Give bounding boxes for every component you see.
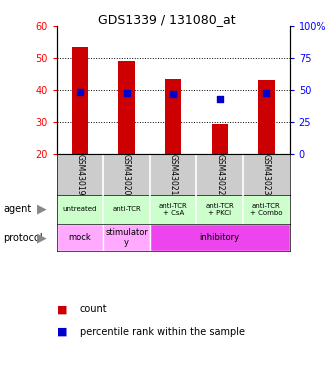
- Bar: [258, 80, 274, 154]
- Text: GSM43022: GSM43022: [215, 154, 224, 195]
- Text: anti-TCR
+ Combo: anti-TCR + Combo: [250, 202, 283, 216]
- Bar: [150, 224, 290, 251]
- Text: GSM43020: GSM43020: [122, 154, 131, 195]
- Bar: [165, 80, 181, 154]
- Bar: [212, 124, 228, 154]
- Text: anti-TCR
+ PKCi: anti-TCR + PKCi: [205, 202, 234, 216]
- Point: [124, 90, 129, 96]
- Text: stimulator
y: stimulator y: [105, 228, 148, 247]
- Text: mock: mock: [69, 233, 91, 242]
- Point: [264, 90, 269, 96]
- Text: ■: ■: [57, 327, 67, 337]
- Text: inhibitory: inhibitory: [200, 233, 240, 242]
- Text: untreated: untreated: [63, 206, 97, 212]
- Bar: [57, 224, 103, 251]
- Text: GSM43023: GSM43023: [262, 154, 271, 195]
- Text: protocol: protocol: [3, 232, 43, 243]
- Text: ▶: ▶: [37, 202, 46, 216]
- Bar: [103, 224, 150, 251]
- Text: GSM43019: GSM43019: [75, 154, 85, 195]
- Point: [217, 96, 222, 102]
- Text: anti-TCR
+ CsA: anti-TCR + CsA: [159, 202, 187, 216]
- Text: anti-TCR: anti-TCR: [112, 206, 141, 212]
- Text: ■: ■: [57, 304, 67, 314]
- Text: count: count: [80, 304, 108, 314]
- Bar: [72, 47, 88, 154]
- Text: ▶: ▶: [37, 231, 46, 244]
- Text: GDS1339 / 131080_at: GDS1339 / 131080_at: [98, 13, 235, 26]
- Bar: [119, 61, 135, 154]
- Point: [77, 88, 83, 94]
- Point: [170, 91, 176, 97]
- Text: percentile rank within the sample: percentile rank within the sample: [80, 327, 245, 337]
- Text: GSM43021: GSM43021: [168, 154, 178, 195]
- Text: agent: agent: [3, 204, 32, 214]
